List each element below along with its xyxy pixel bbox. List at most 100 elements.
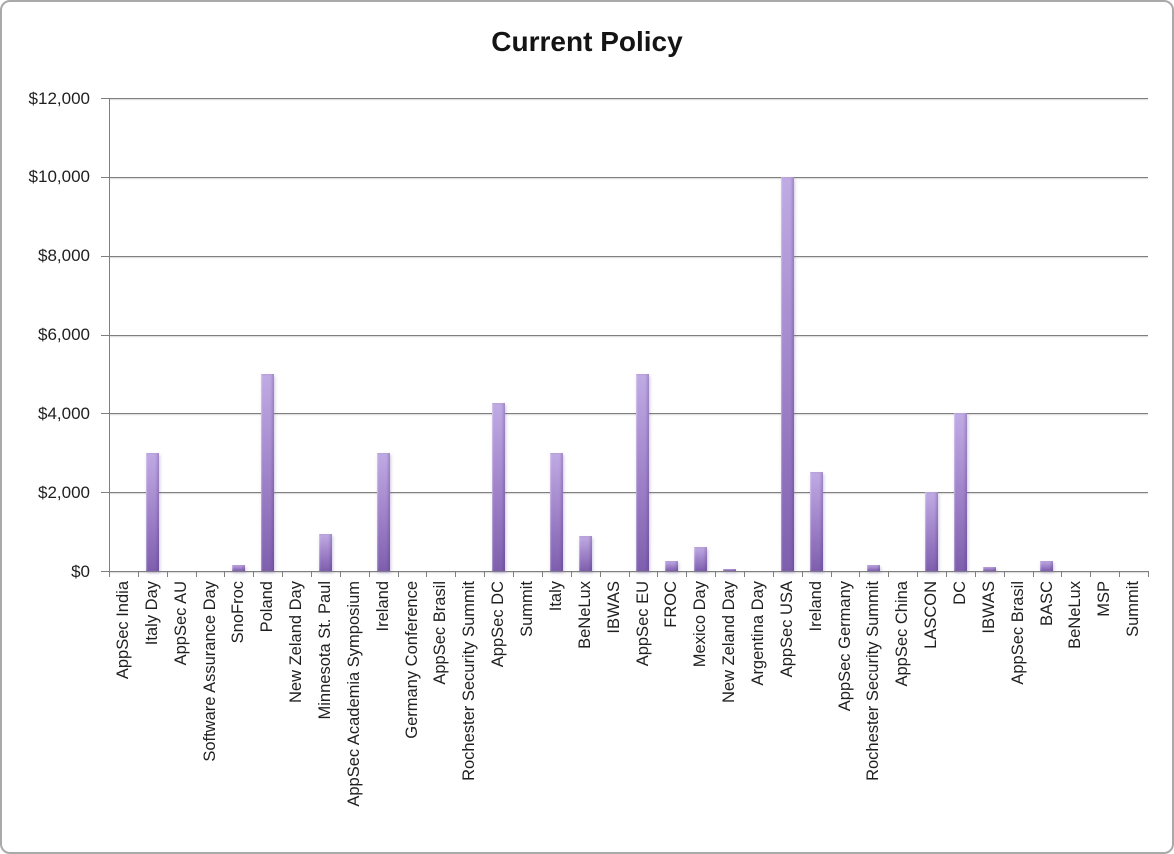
x-axis-category-label: BeNeLux xyxy=(575,581,594,649)
x-axis-category-label: AppSec Germany xyxy=(835,581,854,712)
x-axis-category-label: Ireland xyxy=(373,581,392,632)
x-axis-category-label: Ireland xyxy=(806,581,825,632)
x-axis-category-label: Mexico Day xyxy=(691,581,710,668)
x-axis-tick-mark xyxy=(513,571,515,577)
x-axis-tick-mark xyxy=(195,571,197,577)
x-axis-category-label: AppSec China xyxy=(893,581,912,687)
gridline xyxy=(109,176,1148,178)
x-axis-tick-mark xyxy=(282,571,284,577)
x-axis-tick-mark xyxy=(368,571,370,577)
x-axis-tick-mark xyxy=(599,571,601,577)
x-axis-category-label: AppSec DC xyxy=(489,581,508,668)
chart-bar xyxy=(578,535,592,571)
x-axis-tick-mark xyxy=(917,571,919,577)
x-axis-tick-mark xyxy=(772,571,774,577)
x-axis-tick-mark xyxy=(974,571,976,577)
x-axis-tick-mark xyxy=(1061,571,1063,577)
x-axis-category-label: SnoFroc xyxy=(229,581,248,644)
gridline xyxy=(109,334,1148,336)
chart-bar xyxy=(549,452,563,571)
x-axis-tick-mark xyxy=(253,571,255,577)
x-axis-tick-mark xyxy=(743,571,745,577)
x-axis-tick-mark xyxy=(397,571,399,577)
chart-bar xyxy=(809,472,823,571)
y-axis-line xyxy=(109,98,110,577)
x-axis-category-label: BeNeLux xyxy=(1066,581,1085,649)
chart-bar xyxy=(925,492,939,571)
x-axis-category-label: Argentina Day xyxy=(748,581,767,686)
x-axis-category-label: Rochester Security Summit xyxy=(460,581,479,781)
y-axis-tick-label: $8,000 xyxy=(38,246,90,266)
x-axis-category-label: Italy Day xyxy=(142,581,161,646)
x-axis-tick-mark xyxy=(801,571,803,577)
x-axis-category-label: Rochester Security Summit xyxy=(864,581,883,781)
y-axis-tick-label: $6,000 xyxy=(38,325,90,344)
x-axis-category-label: New Zeland Day xyxy=(287,581,306,703)
gridline xyxy=(109,98,1148,99)
x-axis-category-label: IBWAS xyxy=(604,581,623,634)
x-axis-tick-mark xyxy=(570,571,572,577)
chart-bar xyxy=(232,565,246,571)
y-axis-tick-label: $2,000 xyxy=(38,482,90,502)
chart-bar xyxy=(982,567,996,571)
x-axis-category-label: AppSec Brasil xyxy=(431,581,450,685)
x-axis-category-label: DC xyxy=(950,581,969,605)
x-axis-category-label: AppSec Brasil xyxy=(1008,581,1027,685)
x-axis-category-label: Minnesota St. Paul xyxy=(316,581,335,720)
chart-bar xyxy=(318,533,332,571)
x-axis-tick-mark xyxy=(1090,571,1092,577)
y-axis-tick-label: $0 xyxy=(71,561,90,581)
x-axis-tick-mark xyxy=(484,571,486,577)
chart-bar xyxy=(376,452,390,571)
x-axis-category-label: AppSec AU xyxy=(171,581,190,666)
x-axis-tick-mark xyxy=(1003,571,1005,577)
x-axis-tick-mark xyxy=(715,571,717,577)
x-axis-tick-mark xyxy=(137,571,139,577)
x-axis-category-label: Summit xyxy=(1124,581,1143,637)
chart-bar xyxy=(145,452,159,571)
x-axis-category-label: FROC xyxy=(662,581,681,628)
x-axis-category-label: LASCON xyxy=(922,581,941,649)
x-axis-category-label: IBWAS xyxy=(979,581,998,634)
x-axis-category-label: Germany Conference xyxy=(402,581,421,739)
x-axis-tick-mark xyxy=(541,571,543,577)
gridline xyxy=(109,255,1148,257)
x-axis-tick-mark xyxy=(657,571,659,577)
y-axis-tick-mark xyxy=(101,255,109,257)
x-axis-tick-mark xyxy=(830,571,832,577)
x-axis-category-label: MSP xyxy=(1095,581,1114,617)
x-axis-category-label: Italy xyxy=(546,581,565,612)
y-axis-tick-label: $10,000 xyxy=(28,167,90,187)
chart-bar xyxy=(636,373,650,571)
x-axis-tick-mark xyxy=(166,571,168,577)
x-axis-tick-mark xyxy=(945,571,947,577)
chart-bar xyxy=(723,569,736,571)
x-axis-tick-mark xyxy=(1119,571,1121,577)
chart-bar xyxy=(694,547,708,571)
chart-bar xyxy=(867,565,881,571)
x-axis-tick-mark xyxy=(1032,571,1034,577)
x-axis-tick-mark xyxy=(109,571,110,577)
chart-bar xyxy=(1040,561,1054,571)
x-axis-category-label: AppSec EU xyxy=(633,581,652,667)
x-axis-category-label: Summit xyxy=(518,581,537,637)
y-axis-tick-mark xyxy=(101,492,109,494)
chart-bar xyxy=(953,413,967,571)
y-axis-tick-label: $4,000 xyxy=(38,403,90,423)
x-axis-tick-mark xyxy=(686,571,688,577)
x-axis-category-label: AppSec Academia Symposium xyxy=(344,581,363,807)
y-axis-tick-mark xyxy=(101,334,109,336)
y-axis-tick-mark xyxy=(101,98,109,99)
x-axis-tick-mark xyxy=(455,571,457,577)
x-axis-tick-mark xyxy=(628,571,630,577)
x-axis-category-label: Poland xyxy=(258,581,277,633)
x-axis-tick-mark xyxy=(339,571,341,577)
chart-bar xyxy=(261,373,275,571)
chart-title: Current Policy xyxy=(491,26,683,57)
y-axis-tick-mark xyxy=(101,176,109,178)
x-axis-tick-mark xyxy=(426,571,428,577)
x-axis-category-label: BASC xyxy=(1037,581,1056,626)
x-axis-category-label: Software Assurance Day xyxy=(200,581,219,762)
y-axis-tick-mark xyxy=(101,571,109,572)
